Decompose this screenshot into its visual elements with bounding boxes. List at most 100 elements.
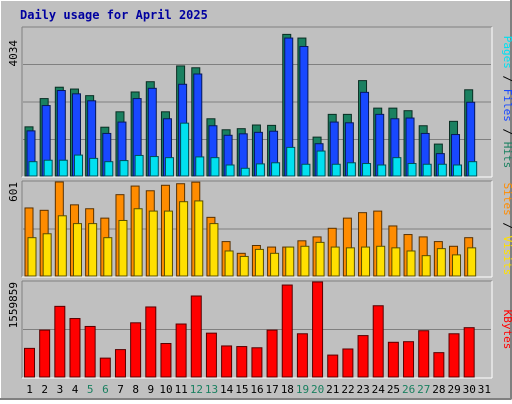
- bar-pages-day-20: [316, 150, 326, 177]
- panel-1: 4034 Pages / Files / Hits: [7, 26, 512, 178]
- bar-pages-day-8: [134, 154, 144, 177]
- bar-pages-day-2: [43, 159, 53, 177]
- bar-kbytes-day-15: [236, 346, 248, 378]
- bar-visits-day-5: [88, 223, 98, 277]
- bar-kbytes-day-30: [463, 327, 475, 378]
- x-tick-label: 17: [266, 383, 279, 396]
- bar-kbytes-day-24: [372, 305, 384, 378]
- x-tick-label: 7: [117, 383, 124, 396]
- x-tick-label: 14: [220, 383, 234, 396]
- bar-kbytes-day-7: [114, 349, 126, 378]
- bar-visits-day-9: [148, 210, 158, 277]
- bar-pages-day-10: [164, 157, 174, 177]
- bar-visits-day-1: [27, 237, 37, 277]
- chart-panels: 4034 Pages / Files / Hits 601 Sites / Visit…: [7, 26, 512, 379]
- bar-pages-day-11: [180, 122, 190, 177]
- bar-visits-day-17: [270, 252, 280, 277]
- bars: [24, 181, 477, 277]
- bar-kbytes-day-11: [175, 323, 187, 378]
- bar-kbytes-day-26: [403, 341, 415, 378]
- bar-kbytes-day-25: [387, 341, 399, 378]
- x-tick-label: 20: [311, 383, 324, 396]
- bar-visits-day-16: [254, 248, 264, 277]
- bar-pages-day-22: [346, 162, 356, 177]
- bar-pages-day-12: [195, 156, 205, 177]
- bar-visits-day-13: [209, 223, 219, 277]
- bar-kbytes-day-20: [312, 281, 324, 378]
- bar-pages-day-6: [104, 161, 114, 177]
- panel-3: 1559859 KBytes: [7, 280, 512, 379]
- x-tick-label: 2: [41, 383, 48, 396]
- bar-kbytes-day-13: [205, 332, 217, 378]
- series-legend: Pages / Files / Hits: [501, 36, 512, 169]
- x-tick-label: 31: [478, 383, 491, 396]
- x-tick-label: 10: [159, 383, 172, 396]
- bar-visits-day-26: [406, 250, 416, 277]
- y-axis-max-label: 4034: [7, 40, 20, 67]
- bar-kbytes-day-3: [54, 305, 66, 378]
- x-tick-label: 19: [296, 383, 309, 396]
- bar-kbytes-day-18: [281, 284, 293, 378]
- x-tick-label: 25: [387, 383, 400, 396]
- bar-visits-day-24: [376, 245, 386, 277]
- bar-pages-day-4: [73, 154, 83, 177]
- bar-visits-day-12: [194, 200, 204, 277]
- bar-pages-day-18: [286, 146, 296, 177]
- x-tick-label: 23: [357, 383, 370, 396]
- bar-kbytes-day-9: [145, 306, 157, 378]
- bar-visits-day-8: [133, 208, 143, 277]
- bar-visits-day-21: [330, 246, 340, 277]
- x-tick-label: 4: [72, 383, 79, 396]
- bar-pages-day-5: [89, 157, 99, 177]
- x-tick-label: 1: [26, 383, 33, 396]
- bar-pages-day-28: [437, 163, 447, 177]
- bar-pages-day-15: [240, 167, 250, 177]
- legend-sites: Sites: [501, 183, 512, 216]
- bar-pages-day-16: [255, 163, 265, 177]
- bar-kbytes-day-28: [433, 352, 445, 378]
- x-axis-ticks: 1 2 3 4 5 6 7 8 9 10 11 12 13 14 15 16 17 18 19 20 21 22 23 24 2…: [26, 383, 491, 396]
- series-legend: KBytes: [501, 310, 512, 350]
- bar-visits-day-27: [421, 255, 431, 277]
- bar-pages-day-1: [28, 161, 38, 177]
- bar-kbytes-day-2: [39, 329, 51, 378]
- bar-pages-day-17: [271, 162, 281, 177]
- panel-2: 601 Sites / Visits: [7, 180, 512, 278]
- legend-hits: Hits: [501, 142, 512, 169]
- legend-separator: /: [501, 216, 512, 236]
- bar-visits-day-25: [391, 247, 401, 277]
- bar-visits-day-4: [72, 223, 82, 277]
- x-tick-label: 15: [235, 383, 248, 396]
- bars: [24, 281, 475, 378]
- legend-separator: /: [501, 122, 512, 142]
- bar-visits-day-2: [42, 233, 52, 277]
- x-tick-label: 24: [372, 383, 386, 396]
- y-axis-max-label: 1559859: [7, 282, 20, 328]
- bar-kbytes-day-21: [327, 354, 339, 378]
- bar-visits-day-14: [224, 250, 234, 277]
- bar-kbytes-day-29: [448, 333, 460, 378]
- x-tick-label: 9: [148, 383, 155, 396]
- legend-files: Files: [501, 89, 512, 122]
- bar-kbytes-day-6: [99, 357, 111, 378]
- bar-pages-day-9: [149, 156, 159, 177]
- bar-kbytes-day-23: [357, 335, 369, 378]
- x-tick-label: 11: [175, 383, 188, 396]
- bar-kbytes-day-16: [251, 347, 263, 378]
- x-tick-label: 28: [432, 383, 445, 396]
- legend-separator: /: [501, 69, 512, 89]
- bar-pages-day-24: [377, 164, 387, 177]
- bar-pages-day-14: [225, 164, 235, 177]
- bar-files-day-19: [299, 45, 309, 177]
- bar-pages-day-30: [468, 161, 478, 177]
- x-tick-label: 22: [341, 383, 354, 396]
- legend-pages: Pages: [501, 36, 512, 69]
- bar-visits-day-7: [118, 219, 128, 277]
- bar-kbytes-day-17: [266, 329, 278, 378]
- chart-title: Daily usage for April 2025: [20, 8, 208, 22]
- bar-visits-day-10: [163, 210, 173, 277]
- x-tick-label: 8: [132, 383, 139, 396]
- y-axis-max-label: 601: [7, 182, 20, 202]
